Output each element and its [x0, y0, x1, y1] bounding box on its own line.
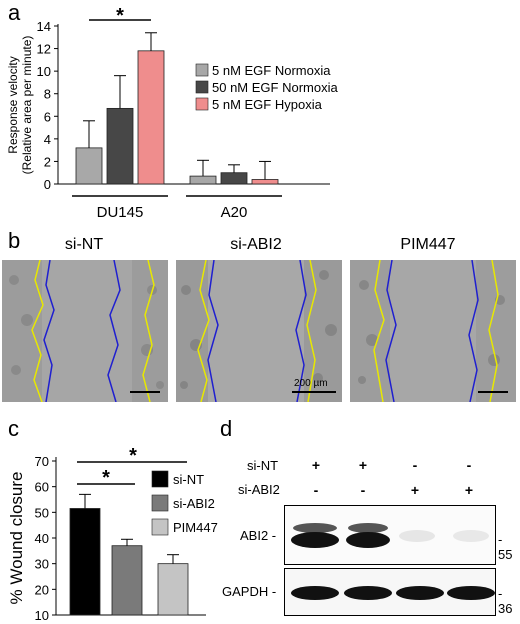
y-tick-label: 2: [44, 154, 51, 169]
bar-DU145-2: [137, 50, 165, 185]
lane-3-sint-mark: -: [412, 457, 418, 473]
y-tick-label: 6: [44, 109, 51, 124]
legend-swatch-si-NT: [151, 470, 169, 488]
blot-row-label-si-nt: si-NT: [247, 458, 279, 473]
legend-label-1: 50 nM EGF Normoxia: [212, 80, 338, 95]
bar-si-ABI2: [111, 545, 143, 616]
blot-marker-55: - 55: [498, 532, 513, 562]
y-axis-label: % Wound closure: [7, 472, 26, 605]
legend-label-si-ABI2: si-ABI2: [173, 496, 215, 511]
y-tick-label: 10: [35, 608, 49, 623]
lane-2-sint-mark: +: [358, 457, 368, 473]
lane-2-siabi2-mark: -: [360, 482, 366, 498]
bar-A20-1: [220, 172, 248, 185]
y-tick-label: 4: [44, 132, 51, 147]
panel-letter-a: a: [8, 0, 21, 25]
micrograph-title-si-abi2: si-ABI2: [230, 236, 282, 253]
significance-star-1: *: [102, 467, 110, 489]
y-tick-label: 10: [37, 64, 51, 79]
y-tick-label: 20: [35, 582, 49, 597]
blot-row-label-si-abi2: si-ABI2: [238, 482, 280, 497]
blot-gapdh: [284, 568, 496, 616]
bar-PIM447: [157, 563, 189, 616]
lane-4-siabi2-mark: +: [464, 482, 474, 498]
micrograph-si-abi2: 200 µm: [176, 260, 342, 402]
lane-3-siabi2-mark: +: [410, 482, 420, 498]
category-label-DU145: DU145: [97, 204, 144, 221]
lane-4-sint-mark: -: [466, 457, 472, 473]
legend-swatch-1: [195, 80, 209, 94]
bar-si-NT: [69, 508, 101, 616]
y-tick-label: 12: [37, 42, 51, 57]
y-tick-label: 50: [35, 505, 49, 520]
y-axis-label-line-1: Response velocity: [6, 56, 20, 153]
y-tick-label: 70: [35, 454, 49, 469]
panel-letter-d: d: [220, 416, 233, 441]
significance-star: *: [116, 5, 124, 27]
panel-letter-b: b: [8, 228, 21, 253]
significance-star-2: *: [129, 445, 137, 467]
bar-A20-2: [251, 179, 279, 185]
legend-label-PIM447: PIM447: [173, 520, 218, 535]
y-tick-label: 14: [37, 19, 51, 34]
y-tick-label: 8: [44, 87, 51, 102]
category-label-A20: A20: [221, 204, 248, 221]
bar-A20-0: [189, 175, 217, 185]
blot-protein-label-gapdh: GAPDH -: [222, 584, 277, 599]
legend-swatch-0: [195, 63, 209, 77]
micrograph-title-pim447: PIM447: [400, 236, 456, 253]
legend-label-0: 5 nM EGF Normoxia: [212, 63, 331, 78]
bar-DU145-1: [106, 107, 134, 185]
legend-label-si-NT: si-NT: [173, 472, 204, 487]
y-tick-label: 0: [44, 177, 51, 192]
micrograph-si-nt: [2, 260, 168, 402]
y-tick-label: 40: [35, 531, 49, 546]
blot-marker-36: - 36: [498, 586, 513, 616]
lane-1-siabi2-mark: -: [313, 482, 319, 498]
blot-protein-label-abi2: ABI2 -: [240, 528, 277, 543]
blot-abi2: [284, 505, 496, 565]
micrograph-title-si-nt: si-NT: [64, 236, 104, 253]
legend-swatch-si-ABI2: [151, 494, 169, 512]
y-tick-label: 30: [35, 557, 49, 572]
chart-c: 10 20 30 40 50 60 70 % Wound closure * * si-NT si-A…: [7, 445, 218, 623]
panel-letter-c: c: [8, 416, 19, 441]
legend-label-2: 5 nM EGF Hypoxia: [212, 97, 323, 112]
legend-swatch-2: [195, 97, 209, 111]
micrograph-pim447: [350, 260, 516, 402]
bar-DU145-0: [75, 147, 103, 185]
y-tick-label: 60: [35, 480, 49, 495]
legend-swatch-PIM447: [151, 518, 169, 536]
lane-1-sint-mark: +: [311, 457, 321, 473]
y-axis-label-line-2: (Relative area per minute): [20, 36, 34, 175]
scale-bar-label: 200 µm: [294, 378, 328, 389]
chart-a: 0 2 4 6 8 10 12 14 Response velocity (Relative ar…: [6, 5, 338, 221]
